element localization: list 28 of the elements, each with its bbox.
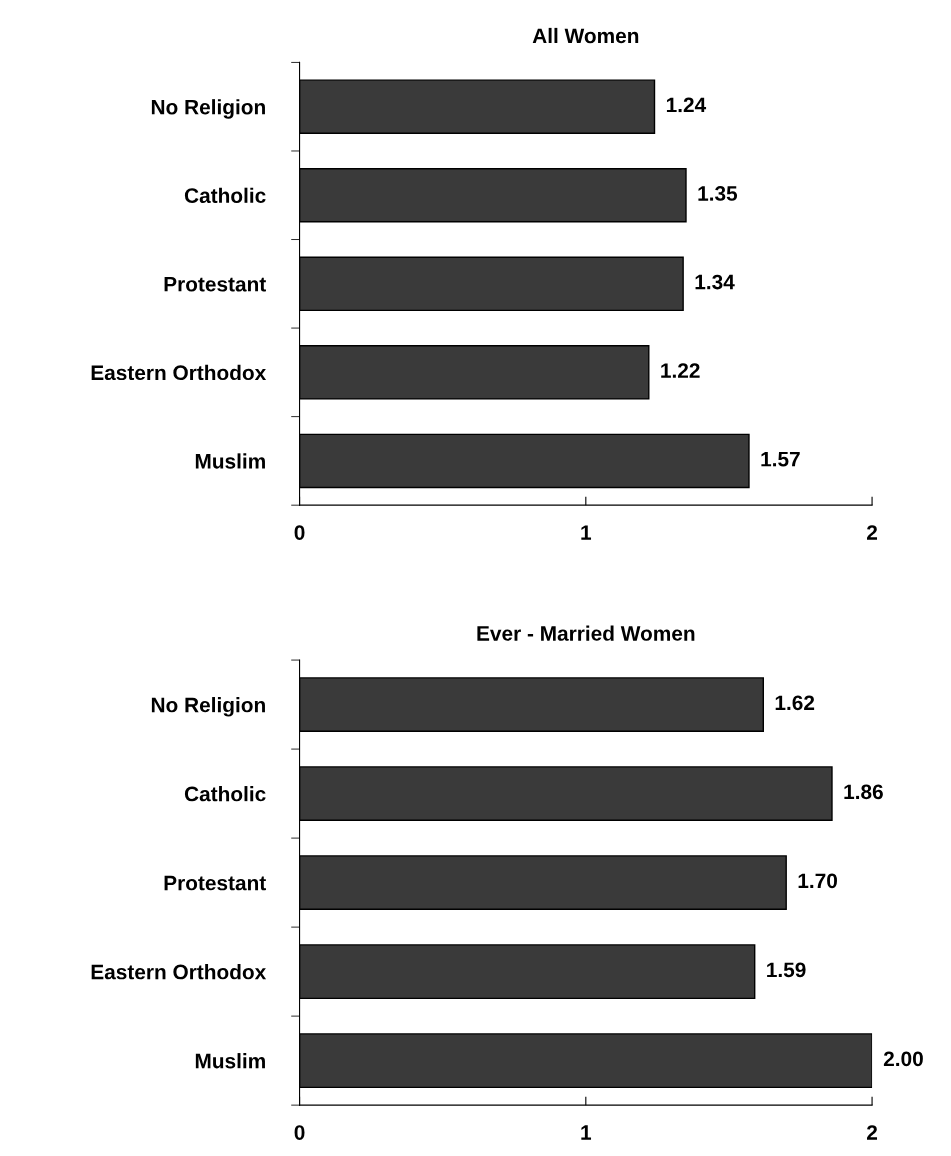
y-tick-label: Protestant — [164, 277, 266, 292]
data-label: 1.59 — [767, 962, 806, 978]
data-label: 1.24 — [666, 97, 707, 113]
x-tick-label: 1 — [581, 525, 592, 540]
data-label: 1.34 — [695, 274, 735, 290]
x-tick-label: 2 — [867, 1125, 878, 1140]
y-tick-label: No Religion — [151, 99, 265, 119]
x-tick-label: 0 — [294, 1125, 305, 1140]
data-label: 1.35 — [698, 186, 738, 201]
data-label: 1.70 — [798, 873, 837, 889]
data-label: 1.62 — [775, 695, 815, 711]
y-tick-label: Protestant — [164, 875, 266, 891]
data-label: 1.57 — [761, 451, 800, 467]
data-label: 1.86 — [844, 784, 883, 800]
x-tick-label: 2 — [867, 525, 878, 540]
x-tick-label: 1 — [581, 1125, 592, 1140]
y-tick-label: No Religion — [151, 697, 265, 717]
y-tick-label: Eastern Orthodox — [91, 964, 267, 980]
data-label: 2.00 — [883, 1051, 923, 1067]
y-tick-label: Catholic — [184, 187, 266, 203]
y-tick-label: Muslim — [195, 453, 265, 469]
chart-title: Ever - Married Women — [477, 625, 695, 641]
x-tick-label: 0 — [294, 525, 305, 540]
y-tick-label: Catholic — [184, 786, 266, 802]
chart-title: All Women — [532, 27, 639, 44]
y-tick-label: Eastern Orthodox — [91, 364, 267, 381]
data-label: 1.22 — [661, 363, 700, 378]
y-tick-label: Muslim — [195, 1053, 265, 1069]
